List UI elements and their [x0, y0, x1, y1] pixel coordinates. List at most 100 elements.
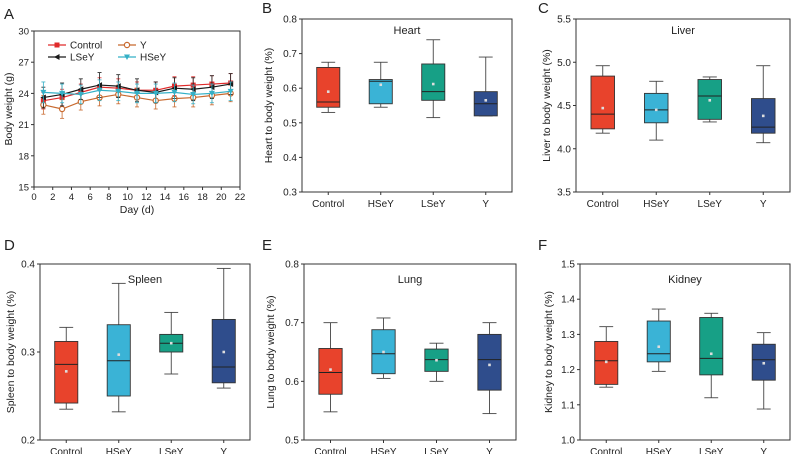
x-tick-label: Y [486, 447, 493, 454]
data-point [208, 90, 215, 97]
y-tick-label: 3.5 [557, 188, 571, 199]
x-tick-label: Control [590, 447, 622, 454]
x-axis-label: Day (d) [120, 204, 154, 216]
y-tick-label: 27 [18, 58, 29, 69]
mean-marker [604, 360, 608, 364]
x-tick-label: LSeY [159, 447, 184, 454]
y-tick-label: 0.3 [21, 348, 35, 359]
y-axis-label: Kidney to body weight (%) [543, 291, 555, 413]
y-tick-label: 21 [18, 120, 29, 131]
x-tick-label: 0 [31, 192, 36, 203]
x-tick-label: Control [314, 447, 346, 454]
x-tick-label: 14 [160, 192, 171, 203]
legend-marker [123, 41, 131, 49]
y-tick-label: 0.8 [285, 260, 299, 271]
data-point [152, 90, 159, 97]
mean-marker [435, 358, 438, 362]
y-axis-label: Heart to body weight (%) [263, 48, 275, 164]
x-tick-label: HSeY [370, 447, 396, 454]
series-hsey [40, 79, 234, 105]
mean-marker [169, 341, 173, 345]
y-tick-label: 5.5 [557, 15, 571, 26]
x-tick-label: HSeY [643, 199, 669, 210]
box-hsey [646, 308, 671, 372]
box-y [751, 332, 776, 410]
x-tick-label: LSeY [699, 447, 724, 454]
data-point [190, 91, 197, 98]
box-control [54, 326, 79, 410]
box-lsey [699, 312, 724, 399]
y-tick-label: 0.3 [283, 188, 297, 199]
mean-marker [709, 352, 713, 356]
chart-title: Spleen [128, 274, 162, 286]
x-tick-label: 12 [141, 192, 152, 203]
legend-label: Control [70, 41, 102, 52]
y-tick-label: 1.3 [561, 330, 575, 341]
box-control [318, 322, 343, 413]
y-tick-label: 0.4 [21, 260, 35, 271]
panel-letter-a: A [4, 6, 14, 23]
legend-marker [54, 42, 60, 48]
mean-marker [601, 106, 605, 110]
legend-marker [54, 54, 60, 60]
y-tick-label: 0.8 [283, 15, 297, 26]
mean-marker [64, 370, 68, 373]
panel-letter-c: C [538, 0, 549, 17]
box-hsey [644, 80, 669, 141]
box-lsey [697, 76, 722, 123]
chart-title: Lung [398, 274, 422, 286]
mean-marker [222, 350, 226, 354]
data-point [77, 91, 84, 98]
y-axis-label: Spleen to body weight (%) [5, 291, 17, 414]
iqr-box [590, 75, 615, 130]
box-control [594, 326, 619, 388]
data-point [96, 87, 103, 94]
panel-letter-d: D [4, 237, 15, 254]
x-tick-label: LSeY [698, 199, 723, 210]
x-tick-label: 6 [88, 192, 93, 203]
box-y [473, 56, 498, 117]
x-tick-label: 8 [106, 192, 111, 203]
mean-marker [382, 350, 385, 354]
x-tick-label: Y [220, 447, 227, 454]
mean-marker [326, 90, 330, 93]
x-tick-label: 2 [50, 192, 55, 203]
iqr-box [421, 63, 446, 101]
mean-marker [761, 114, 765, 118]
mean-marker [657, 345, 661, 349]
y-axis-label: Lung to body weight (%) [265, 295, 277, 408]
x-tick-label: HSeY [368, 199, 394, 210]
iqr-box [318, 348, 343, 395]
y-tick-label: 1.0 [561, 436, 575, 447]
y-tick-label: 1.2 [561, 365, 575, 376]
x-tick-label: HSeY [646, 447, 672, 454]
legend-label: LSeY [70, 53, 95, 64]
box-lsey [424, 342, 449, 382]
legend-label: HSeY [140, 53, 166, 64]
y-tick-label: 1.4 [561, 295, 575, 306]
x-tick-label: Control [587, 199, 619, 210]
y-tick-label: 30 [18, 27, 29, 38]
panel-f-kidney-box-plot: Kidney 1.0 1.1 1.2 1.3 1.4 1.5 Kidney to body w… [543, 260, 791, 454]
y-tick-label: 4.5 [557, 101, 571, 112]
data-point [59, 90, 66, 97]
y-tick-label: 1.1 [561, 400, 575, 411]
data-point [227, 88, 234, 95]
box-hsey [371, 317, 396, 379]
box-y [751, 65, 776, 144]
y-tick-label: 0.2 [21, 436, 35, 447]
chart-title: Liver [671, 25, 695, 37]
y-tick-label: 0.7 [285, 318, 299, 329]
iqr-box [644, 92, 669, 124]
y-tick-label: 0.5 [285, 436, 299, 447]
data-point [40, 89, 47, 96]
x-tick-label: 18 [197, 192, 208, 203]
mean-marker [329, 368, 332, 371]
panel-letter-f: F [538, 237, 547, 254]
panel-b-heart-box-plot: Heart 0.3 0.4 0.5 0.6 0.7 0.8 Heart to body wei… [263, 15, 513, 210]
x-tick-label: Control [50, 447, 82, 454]
data-point [115, 88, 122, 95]
mean-marker [654, 108, 658, 112]
